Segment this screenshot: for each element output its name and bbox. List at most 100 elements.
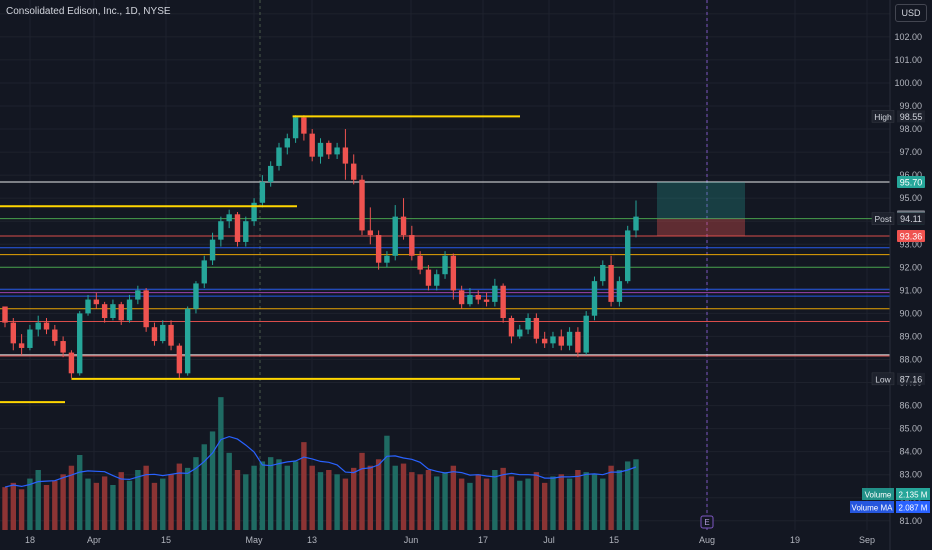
volume-legend-tag-box — [850, 501, 894, 513]
volume-bar — [27, 478, 33, 530]
candle-body — [500, 285, 506, 318]
candle-body — [608, 265, 614, 302]
time-tick-label: Sep — [859, 535, 875, 545]
tag-box — [871, 110, 895, 123]
volume-bar — [392, 465, 398, 530]
price-tick-label: 90.00 — [899, 308, 922, 318]
time-tick-label: 15 — [609, 535, 619, 545]
candle-body — [566, 331, 573, 346]
candle-body — [267, 165, 274, 183]
volume-bar — [93, 482, 100, 530]
tag-text: Low — [875, 374, 891, 384]
earnings-marker-label: E — [704, 518, 709, 527]
candle-body — [176, 345, 183, 374]
price-tick-label: 89.00 — [899, 331, 922, 341]
volume-bar — [43, 485, 50, 530]
candle-body — [533, 318, 540, 339]
candle-body — [326, 142, 332, 155]
candle-body — [226, 214, 232, 222]
volume-bar — [342, 478, 349, 530]
candle-body — [458, 290, 465, 305]
earnings-marker — [700, 515, 714, 529]
candle-body — [558, 336, 564, 346]
candle-body — [18, 343, 25, 348]
volume-bar — [118, 472, 124, 530]
candle-body — [85, 299, 91, 314]
volume-legend-value-box — [896, 488, 930, 500]
candle-body — [135, 290, 141, 300]
volume-legend-tag: Volume MA — [852, 504, 894, 513]
volume-bar — [276, 459, 282, 530]
candle-body — [442, 255, 448, 275]
volume-bar — [483, 478, 490, 530]
price-tick-label: 83.00 — [899, 470, 922, 480]
volume-bar — [160, 478, 166, 530]
tag-value-text: 98.55 — [900, 112, 923, 122]
volume-bar — [492, 470, 498, 530]
candle-body — [475, 294, 481, 300]
price-tick-label: 100.00 — [894, 78, 922, 88]
price-label-text: 93.36 — [900, 231, 923, 241]
candle-body — [68, 352, 75, 374]
position-stop-zone — [657, 218, 745, 236]
candle-body — [77, 313, 83, 374]
volume-bar — [367, 465, 374, 530]
candle-body — [409, 235, 415, 256]
volume-bar — [608, 465, 614, 530]
volume-bar — [2, 487, 8, 530]
volume-bar — [110, 485, 116, 530]
candle-body — [143, 290, 149, 328]
price-tick-label: 88.00 — [899, 354, 922, 364]
volume-legend-value: 2.087 M — [899, 504, 928, 513]
candle-body — [93, 299, 100, 305]
price-tick-label: 81.00 — [899, 516, 922, 526]
currency-button[interactable]: USD — [895, 4, 927, 22]
volume-bar — [458, 478, 465, 530]
drawings-layer: E — [0, 115, 745, 529]
candle-body — [2, 306, 8, 323]
volume-bar — [267, 457, 274, 530]
candle-body — [201, 260, 207, 284]
volume-bar — [558, 474, 564, 530]
candle-body — [301, 117, 307, 134]
price-tick-label: 93.00 — [899, 239, 922, 249]
candle-body — [60, 341, 66, 353]
volume-bar — [218, 397, 224, 530]
volume-bar — [35, 470, 41, 530]
volume-bar — [575, 470, 581, 530]
volume-bar — [243, 474, 249, 530]
volume-bar — [301, 442, 307, 530]
candle-body — [600, 265, 606, 282]
price-tick-label: 96.00 — [899, 170, 922, 180]
candle-body — [52, 329, 58, 342]
tag-value-box — [897, 212, 925, 225]
candle-body — [209, 239, 216, 261]
candle-body — [292, 117, 299, 139]
price-tick-label: 95.00 — [899, 193, 922, 203]
volume-bar — [475, 474, 481, 530]
volume-bar — [143, 465, 149, 530]
candle-body — [160, 324, 166, 342]
volume-bar — [400, 463, 407, 530]
volume-bar — [467, 482, 473, 530]
volume-bar — [525, 478, 531, 530]
candle-body — [276, 147, 282, 166]
volume-bar — [284, 465, 290, 530]
volume-bar — [351, 467, 357, 530]
volume-bar — [10, 482, 17, 530]
price-tick-label: 98.00 — [899, 124, 922, 134]
time-tick-label: Jul — [543, 535, 555, 545]
volume-bar — [409, 472, 415, 530]
candle-body — [375, 235, 382, 263]
candle-body — [541, 338, 548, 344]
volume-bar — [508, 476, 515, 530]
volume-bar — [375, 459, 382, 530]
volume-bar — [209, 431, 216, 530]
volume-legend-tag-box — [862, 488, 894, 500]
price-tick-label: 97.00 — [899, 147, 922, 157]
candle-body — [384, 255, 390, 263]
volume-ma-line — [4, 435, 637, 488]
volume-bar — [68, 465, 75, 530]
